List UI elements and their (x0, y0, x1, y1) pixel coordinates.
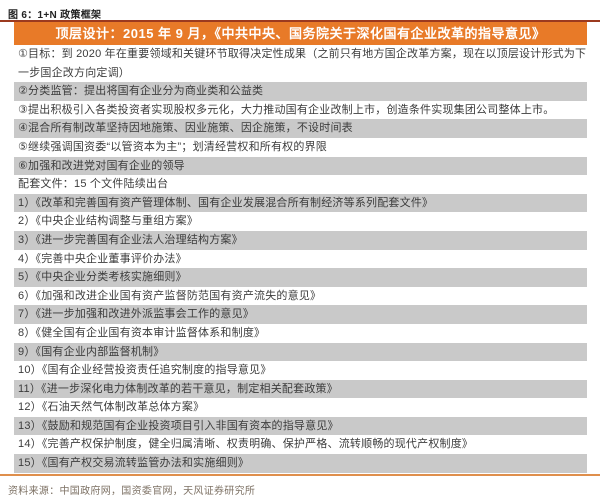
table-row: 8）《健全国有企业国有资本审计监督体系和制度》 (18, 326, 266, 339)
table-row: ③提出积极引入各类投资者实现股权多元化，大力推动国有企业改制上市，创造条件实现集… (18, 103, 555, 116)
table-row: 2）《中央企业结构调整与重组方案》 (18, 215, 199, 228)
table-row: 配套文件：15 个文件陆续出台 (18, 178, 169, 191)
table-row: 7）《进一步加强和改进外派监事会工作的意见》 (14, 305, 587, 324)
table-row: ①目标：到 2020 年在重要领域和关键环节取得决定性成果（之前只有地方国企改革… (18, 48, 587, 79)
table-row: 12）《石油天然气体制改革总体方案》 (18, 401, 205, 414)
table-body: ①目标：到 2020 年在重要领域和关键环节取得决定性成果（之前只有地方国企改革… (14, 45, 587, 473)
table-row: 9）《国有企业内部监督机制》 (14, 342, 587, 362)
table-row: 11）《进一步深化电力体制改革的若干意见，制定相关配套政策》 (14, 379, 587, 399)
table-row: 15）《国有产权交易流转监管办法和实施细则》 (14, 454, 587, 473)
policy-table: 顶层设计：2015 年 9 月，《中共中央、国务院关于深化国有企业改革的指导意见… (14, 22, 587, 473)
table-row: 3）《进一步完善国有企业法人治理结构方案》 (14, 230, 587, 250)
table-row: 5）《中央企业分类考核实施细则》 (14, 268, 587, 287)
table-row: 6）《加强和改进企业国有资产监督防范国有资产流失的意见》 (18, 289, 322, 302)
table-top-border (0, 20, 600, 22)
table-row: 10）《国有企业经营投资责任追究制度的指导意见》 (18, 364, 272, 377)
table-header-row: 顶层设计：2015 年 9 月，《中共中央、国务院关于深化国有企业改革的指导意见… (14, 22, 587, 45)
table-row: 4）《完善中央企业董事评价办法》 (18, 252, 187, 265)
figure-title: 图 6：1+N 政策框架 (8, 10, 102, 21)
source-note: 资料来源：中国政府网，国资委官网，天风证券研究所 (8, 485, 256, 497)
table-row: 1）《改革和完善国有资产管理体制、国有企业发展混合所有制经济等系列配套文件》 (14, 193, 587, 213)
table-row: 14）《完善产权保护制度，健全归属清晰、权责明确、保护严格、流转顺畅的现代产权制… (18, 438, 474, 451)
table-bottom-border (0, 473, 600, 476)
table-row: ⑥加强和改进党对国有企业的领导 (14, 156, 587, 176)
table-row: ②分类监管：提出将国有企业分为商业类和公益类 (14, 82, 587, 101)
table-row: ④混合所有制改革坚持因地施策、因业施策、因企施策，不设时间表 (14, 119, 587, 138)
table-row: ⑤继续强调国资委“以管资本为主”；划清经营权和所有权的界限 (18, 140, 327, 153)
table-row: 13）《鼓励和规范国有企业投资项目引入非国有资本的指导意见》 (14, 416, 587, 436)
